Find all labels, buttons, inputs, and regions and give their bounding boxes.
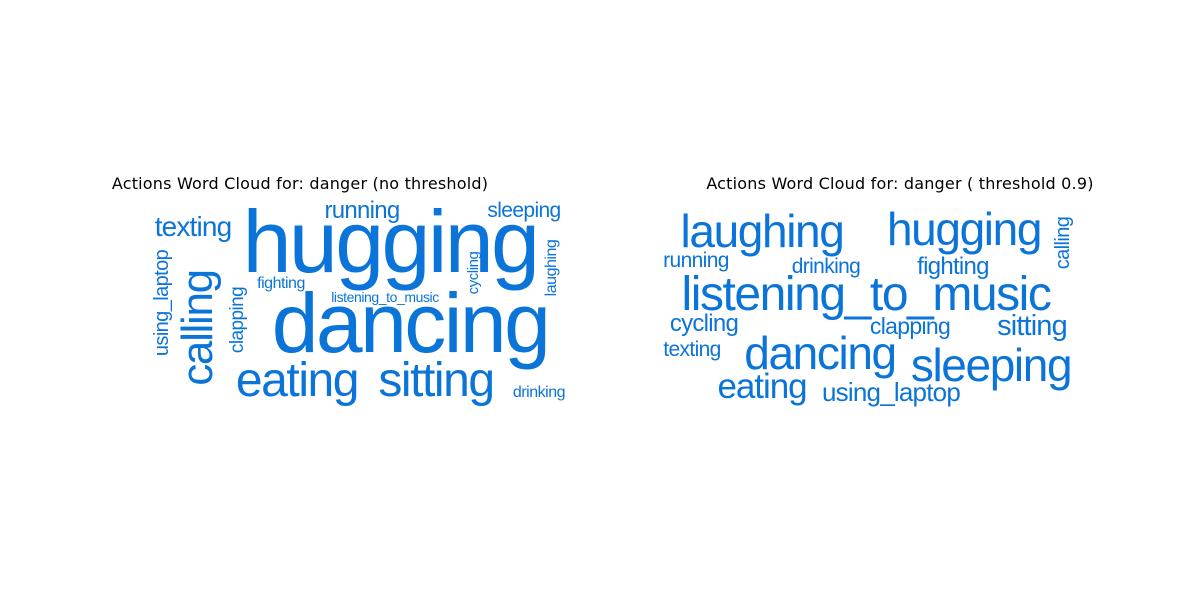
word-drinking: drinking: [792, 255, 861, 278]
word-laughing: laughing: [543, 240, 560, 297]
word-calling: calling: [1052, 217, 1074, 270]
word-eating: eating: [236, 354, 358, 407]
word-running: running: [324, 197, 399, 224]
word-texting: texting: [663, 338, 720, 361]
word-sleeping: sleeping: [911, 339, 1071, 391]
word-using-laptop: using_laptop: [822, 377, 960, 407]
word-cloud: laughing hugging calling running drinking fig…: [663, 203, 1074, 407]
word-fighting: fighting: [917, 253, 989, 280]
word-clapping: clapping: [870, 313, 950, 339]
word-texting: texting: [155, 211, 232, 242]
word-sitting: sitting: [378, 354, 493, 407]
word-dancing: dancing: [744, 327, 895, 379]
word-calling: calling: [173, 270, 222, 386]
word-sleeping: sleeping: [487, 199, 560, 222]
word-sitting: sitting: [997, 310, 1067, 342]
word-drinking: drinking: [513, 384, 565, 401]
word-using-laptop: using_laptop: [151, 249, 173, 356]
word-fighting: fighting: [257, 275, 305, 292]
chart-title: Actions Word Cloud for: danger ( thresho…: [706, 174, 1094, 193]
wordcloud-panel-no-threshold: Actions Word Cloud for: danger (no thres…: [111, 174, 566, 407]
chart-title: Actions Word Cloud for: danger (no thres…: [111, 174, 489, 193]
word-hugging: hugging: [887, 203, 1041, 255]
word-dancing: dancing: [272, 276, 549, 370]
word-cycling: cycling: [465, 252, 482, 295]
wordcloud-panel-threshold: Actions Word Cloud for: danger ( thresho…: [600, 0, 1200, 600]
word-listening-to-music: listening_to_music: [682, 268, 1051, 321]
word-cycling: cycling: [670, 310, 738, 337]
word-laughing: laughing: [681, 205, 844, 257]
word-hugging: hugging: [243, 192, 538, 291]
word-clapping: clapping: [227, 287, 248, 353]
word-listening-to-music: listening_to_music: [331, 289, 439, 305]
word-running: running: [663, 249, 729, 272]
word-eating: eating: [717, 367, 806, 406]
